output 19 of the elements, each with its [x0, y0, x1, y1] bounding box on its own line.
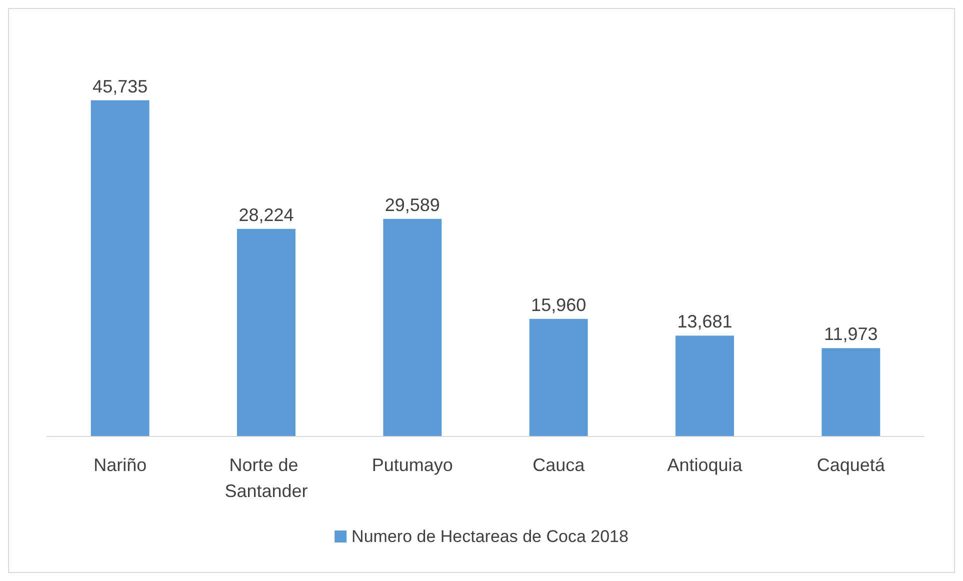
data-label: 45,735 — [92, 76, 148, 96]
data-label: 28,224 — [238, 204, 294, 225]
bar — [383, 218, 442, 436]
bar — [822, 348, 880, 436]
bar — [90, 100, 150, 436]
bar — [676, 336, 734, 436]
bar — [529, 318, 588, 436]
x-tick-label: Caquetá — [816, 455, 886, 475]
x-tick-label: Norte de Santander — [224, 455, 308, 501]
x-tick-label: Antioquia — [667, 455, 744, 475]
data-label: 29,589 — [384, 194, 440, 215]
data-label: 13,681 — [677, 312, 732, 332]
x-tick-label: Nariño — [94, 455, 147, 475]
x-tick-label: Cauca — [532, 455, 586, 475]
data-label: 11,973 — [824, 324, 878, 344]
legend-label: Numero de Hectareas de Coca 2018 — [352, 527, 628, 546]
x-tick-label: Putumayo — [372, 455, 453, 475]
bar — [237, 228, 296, 436]
data-label: 15,960 — [531, 294, 586, 315]
